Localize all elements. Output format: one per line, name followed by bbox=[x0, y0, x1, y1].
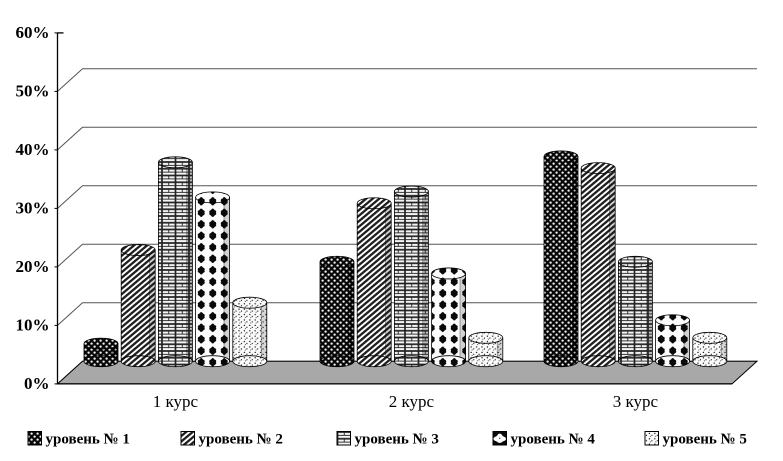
svg-text:2 курс: 2 курс bbox=[389, 392, 435, 411]
svg-text:уровень № 2: уровень № 2 bbox=[199, 432, 283, 448]
svg-text:10%: 10% bbox=[16, 315, 50, 334]
svg-text:30%: 30% bbox=[16, 198, 50, 217]
svg-text:40%: 40% bbox=[16, 140, 50, 159]
svg-text:0%: 0% bbox=[24, 374, 50, 393]
svg-text:1 курс: 1 курс bbox=[153, 392, 199, 411]
svg-text:60%: 60% bbox=[16, 23, 50, 42]
svg-text:уровень № 5: уровень № 5 bbox=[663, 432, 747, 448]
svg-text:50%: 50% bbox=[16, 81, 50, 100]
svg-text:уровень № 1: уровень № 1 bbox=[46, 432, 130, 448]
svg-text:20%: 20% bbox=[16, 257, 50, 276]
svg-text:уровень № 3: уровень № 3 bbox=[355, 432, 439, 448]
svg-text:3 курс: 3 курс bbox=[613, 392, 659, 411]
svg-text:уровень № 4: уровень № 4 bbox=[511, 432, 596, 448]
